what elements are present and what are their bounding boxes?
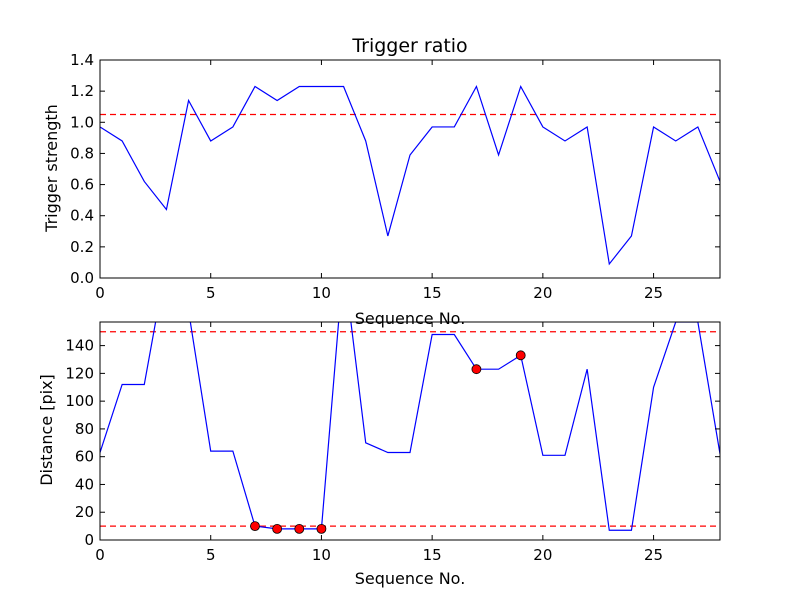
top-plot-ytick-label: 0.0 <box>70 269 94 287</box>
bottom-plot-ytick-label: 100 <box>65 392 94 410</box>
top-plot-title: Trigger ratio <box>351 35 467 57</box>
bottom-plot-marker-point <box>250 521 260 532</box>
top-plot-xtick-label: 25 <box>644 284 663 302</box>
top-plot-xtick-label: 10 <box>312 284 331 302</box>
bottom-plot-marker-point <box>316 523 327 534</box>
bottom-plot-ytick-label: 60 <box>75 448 94 466</box>
bottom-plot-ytick-label: 40 <box>75 475 94 493</box>
top-plot-ylabel: Trigger strength <box>42 104 61 233</box>
top-plot-xtick-label: 15 <box>423 284 442 302</box>
bottom-plot-xlabel: Sequence No. <box>355 569 466 588</box>
top-plot: Trigger ratio Trigger strength Sequence … <box>42 35 721 328</box>
top-plot-ytick-label: 1.2 <box>70 82 94 100</box>
bottom-plot-ytick-label: 0 <box>84 531 94 549</box>
bottom-plot-xtick-label: 25 <box>644 546 663 564</box>
bottom-plot-marker-point <box>471 364 482 375</box>
top-plot-xlabel: Sequence No. <box>355 309 466 328</box>
top-plot-ytick-label: 1.0 <box>70 113 94 131</box>
bottom-plot: Distance [pix] Sequence No. 0 5 10 15 20 25 0 2… <box>37 321 721 588</box>
bottom-plot-ytick-label: 120 <box>65 364 94 382</box>
bottom-plot-marker-point <box>272 523 283 534</box>
top-plot-series-line <box>100 84 720 266</box>
bottom-plot-ytick-label: 20 <box>75 503 94 521</box>
bottom-plot-xtick-label: 20 <box>533 546 552 564</box>
bottom-plot-ytick-label: 80 <box>75 420 94 438</box>
bottom-plot-xtick-label: 15 <box>423 546 442 564</box>
bottom-plot-xtick-label: 0 <box>95 546 105 564</box>
bottom-plot-data-area <box>100 322 720 534</box>
top-plot-xtick-label: 20 <box>533 284 552 302</box>
top-plot-data-area <box>100 84 720 266</box>
top-plot-ytick-label: 1.4 <box>70 51 94 69</box>
top-plot-xtick-label: 0 <box>95 284 105 302</box>
bottom-plot-ylabel: Distance [pix] <box>37 374 56 486</box>
bottom-plot-xtick-label: 5 <box>206 546 216 564</box>
top-plot-frame <box>99 59 721 279</box>
bottom-plot-ytick-label: 140 <box>65 337 94 355</box>
top-plot-ytick-label: 0.6 <box>70 176 94 194</box>
bottom-plot-marker-point <box>294 523 305 534</box>
bottom-plot-frame <box>99 321 721 541</box>
bottom-plot-series-line <box>100 322 720 531</box>
top-plot-ytick-label: 0.4 <box>70 207 94 225</box>
bottom-plot-marker-point <box>515 350 526 361</box>
top-plot-xtick-label: 5 <box>206 284 216 302</box>
top-plot-ytick-label: 0.2 <box>70 238 94 256</box>
bottom-plot-xtick-label: 10 <box>312 546 331 564</box>
top-plot-ytick-label: 0.8 <box>70 144 94 162</box>
